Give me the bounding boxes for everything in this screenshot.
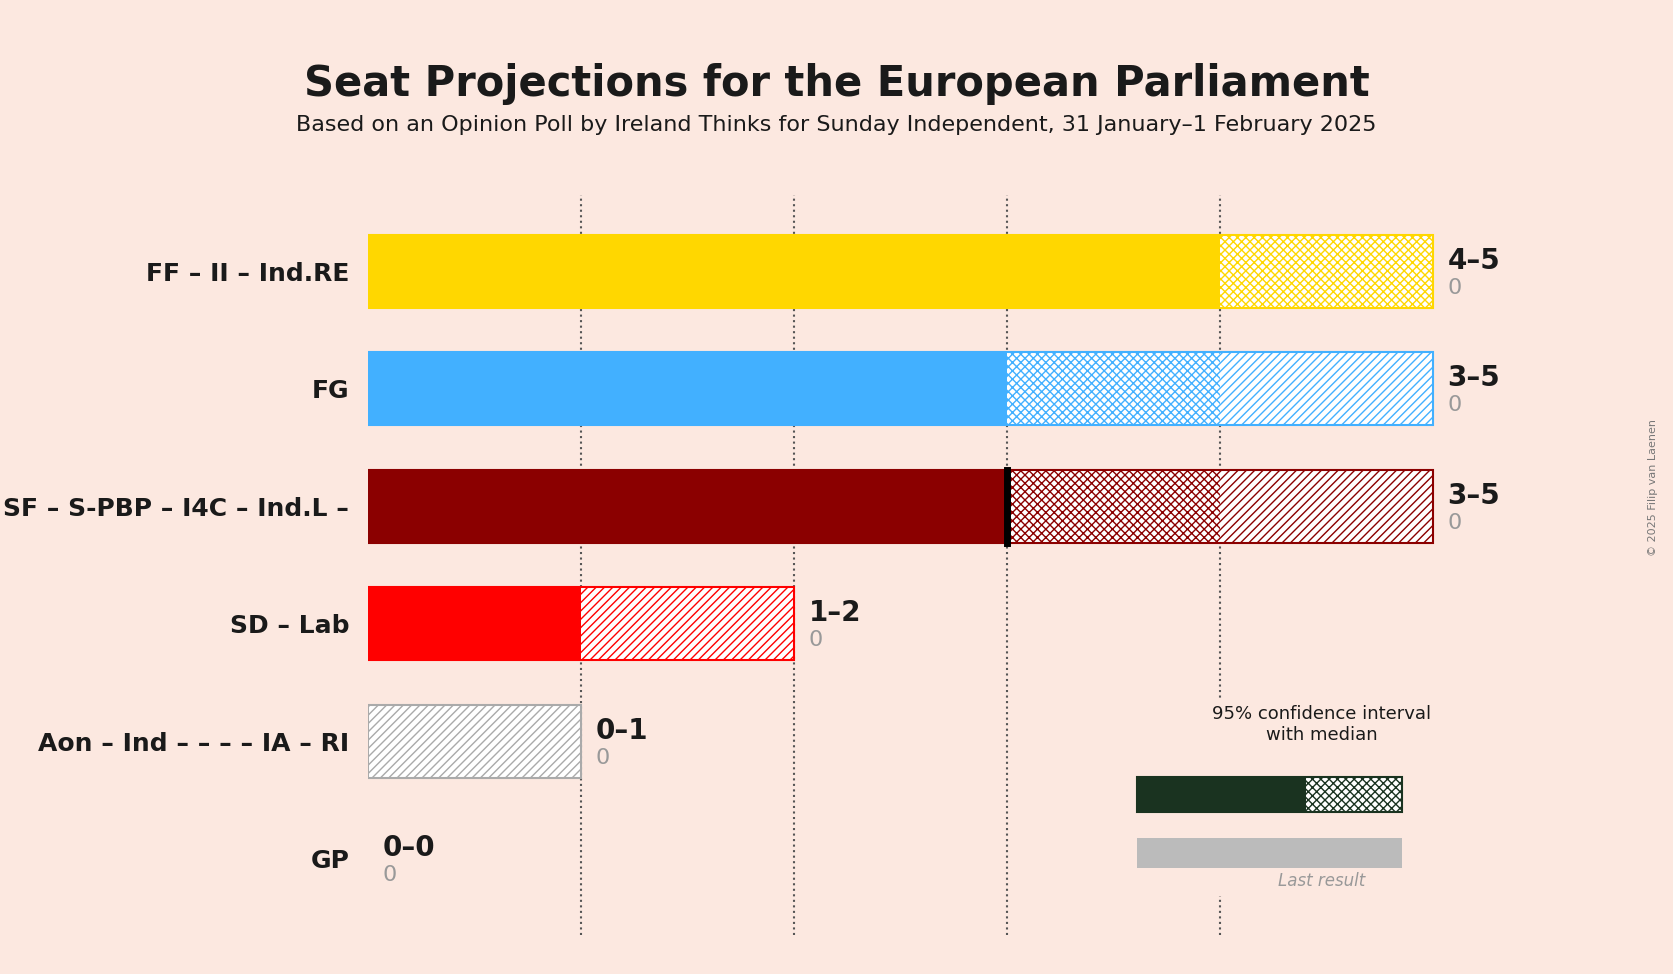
Text: 0: 0 xyxy=(1447,512,1462,533)
Text: Based on an Opinion Poll by Ireland Thinks for Sunday Independent, 31 January–1 : Based on an Opinion Poll by Ireland Thin… xyxy=(296,115,1377,135)
Bar xyxy=(368,587,581,660)
Bar xyxy=(581,587,795,660)
Bar xyxy=(368,705,581,777)
Bar xyxy=(1220,353,1432,425)
Bar xyxy=(1220,469,1432,543)
Bar xyxy=(368,469,1007,543)
Bar xyxy=(1007,469,1220,543)
Text: 0: 0 xyxy=(1447,395,1462,415)
Text: 3–5: 3–5 xyxy=(1447,481,1501,509)
Text: 0: 0 xyxy=(383,865,397,885)
Bar xyxy=(1138,777,1402,812)
Text: Seat Projections for the European Parliament: Seat Projections for the European Parlia… xyxy=(303,63,1370,105)
Bar xyxy=(368,353,1007,425)
Text: 3–5: 3–5 xyxy=(1447,364,1501,393)
Bar xyxy=(368,469,1432,543)
Text: 1–2: 1–2 xyxy=(808,599,862,627)
Bar xyxy=(368,353,1432,425)
Bar xyxy=(1305,777,1402,812)
Text: 0–1: 0–1 xyxy=(596,717,649,744)
Bar xyxy=(1007,353,1220,425)
Bar xyxy=(368,587,795,660)
Bar xyxy=(581,587,795,660)
Bar xyxy=(1220,235,1432,308)
Bar xyxy=(1138,777,1305,812)
Text: Last result: Last result xyxy=(1278,873,1365,890)
Bar xyxy=(368,235,1432,308)
Bar xyxy=(1305,777,1402,812)
Bar xyxy=(368,705,581,777)
Text: © 2025 Filip van Laenen: © 2025 Filip van Laenen xyxy=(1648,419,1658,555)
Bar xyxy=(1138,839,1402,868)
Bar xyxy=(1220,235,1432,308)
Text: 0: 0 xyxy=(808,630,823,650)
Text: 0: 0 xyxy=(1447,278,1462,298)
Text: 4–5: 4–5 xyxy=(1447,246,1501,275)
Bar xyxy=(1220,469,1432,543)
Bar xyxy=(368,235,1220,308)
Text: 95% confidence interval
with median: 95% confidence interval with median xyxy=(1213,705,1430,744)
Bar xyxy=(1007,469,1220,543)
Text: 0–0: 0–0 xyxy=(383,834,435,862)
Bar xyxy=(1007,353,1220,425)
Bar xyxy=(368,705,581,777)
Bar xyxy=(1220,353,1432,425)
Text: 0: 0 xyxy=(596,748,611,768)
